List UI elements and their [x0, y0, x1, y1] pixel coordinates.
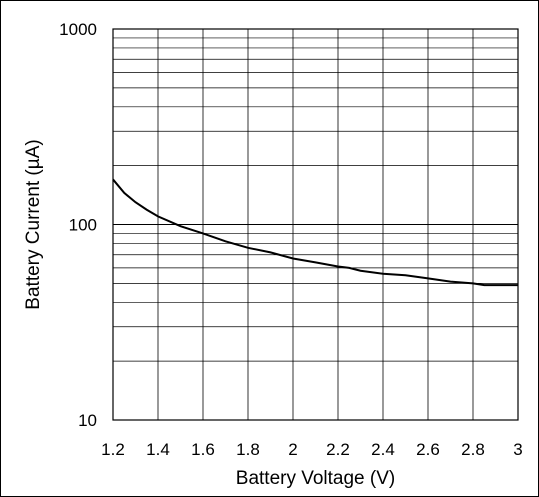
x-tick-label: 1.4: [146, 440, 170, 459]
y-tick-label: 10: [78, 411, 97, 430]
x-tick-label: 2.6: [416, 440, 440, 459]
x-tick-labels: 1.2 1.4 1.6 1.8 2 2.2 2.4 2.6 2.8 3: [101, 440, 523, 459]
x-tick-label: 1.6: [191, 440, 215, 459]
x-axis-label: Battery Voltage (V): [236, 468, 395, 489]
x-tick-label: 2.8: [461, 440, 485, 459]
x-tick-label: 2.2: [326, 440, 350, 459]
x-tick-label: 2.4: [371, 440, 395, 459]
y-axis-label: Battery Current (µA): [23, 139, 44, 309]
plot-area-border: [112, 28, 519, 421]
y-tick-labels: 10 100 1000: [59, 20, 97, 430]
y-tick-label: 1000: [59, 20, 97, 39]
x-tick-label: 1.2: [101, 440, 125, 459]
grid-minor: [113, 37, 518, 362]
y-tick-label: 100: [69, 216, 97, 235]
x-tick-label: 1.8: [236, 440, 260, 459]
x-tick-label: 2: [288, 440, 297, 459]
x-tick-label: 3: [513, 440, 522, 459]
series-line: [112, 178, 518, 287]
